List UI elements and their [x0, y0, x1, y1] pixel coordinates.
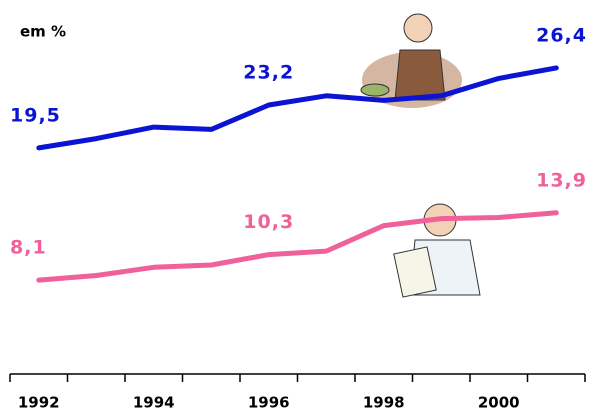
value-label: 13,9: [536, 169, 587, 191]
value-label: 26,4: [536, 24, 587, 46]
x-tick-label: 1996: [248, 394, 290, 412]
x-tick-label: 1994: [133, 394, 175, 412]
value-label: 23,2: [243, 62, 294, 84]
x-tick-label: 2000: [478, 394, 520, 412]
series-line: [39, 213, 557, 280]
unit-label: em %: [20, 23, 66, 41]
value-label: 8,1: [10, 237, 47, 259]
value-label: 19,5: [10, 104, 61, 126]
x-tick-label: 1992: [18, 394, 60, 412]
value-label: 10,3: [243, 211, 294, 233]
chart: em % 1992 1994 1996 1998 2000 19,5 23,2 26,4 8,1…: [0, 0, 589, 412]
x-tick-label: 1998: [363, 394, 405, 412]
series-line: [39, 68, 557, 148]
